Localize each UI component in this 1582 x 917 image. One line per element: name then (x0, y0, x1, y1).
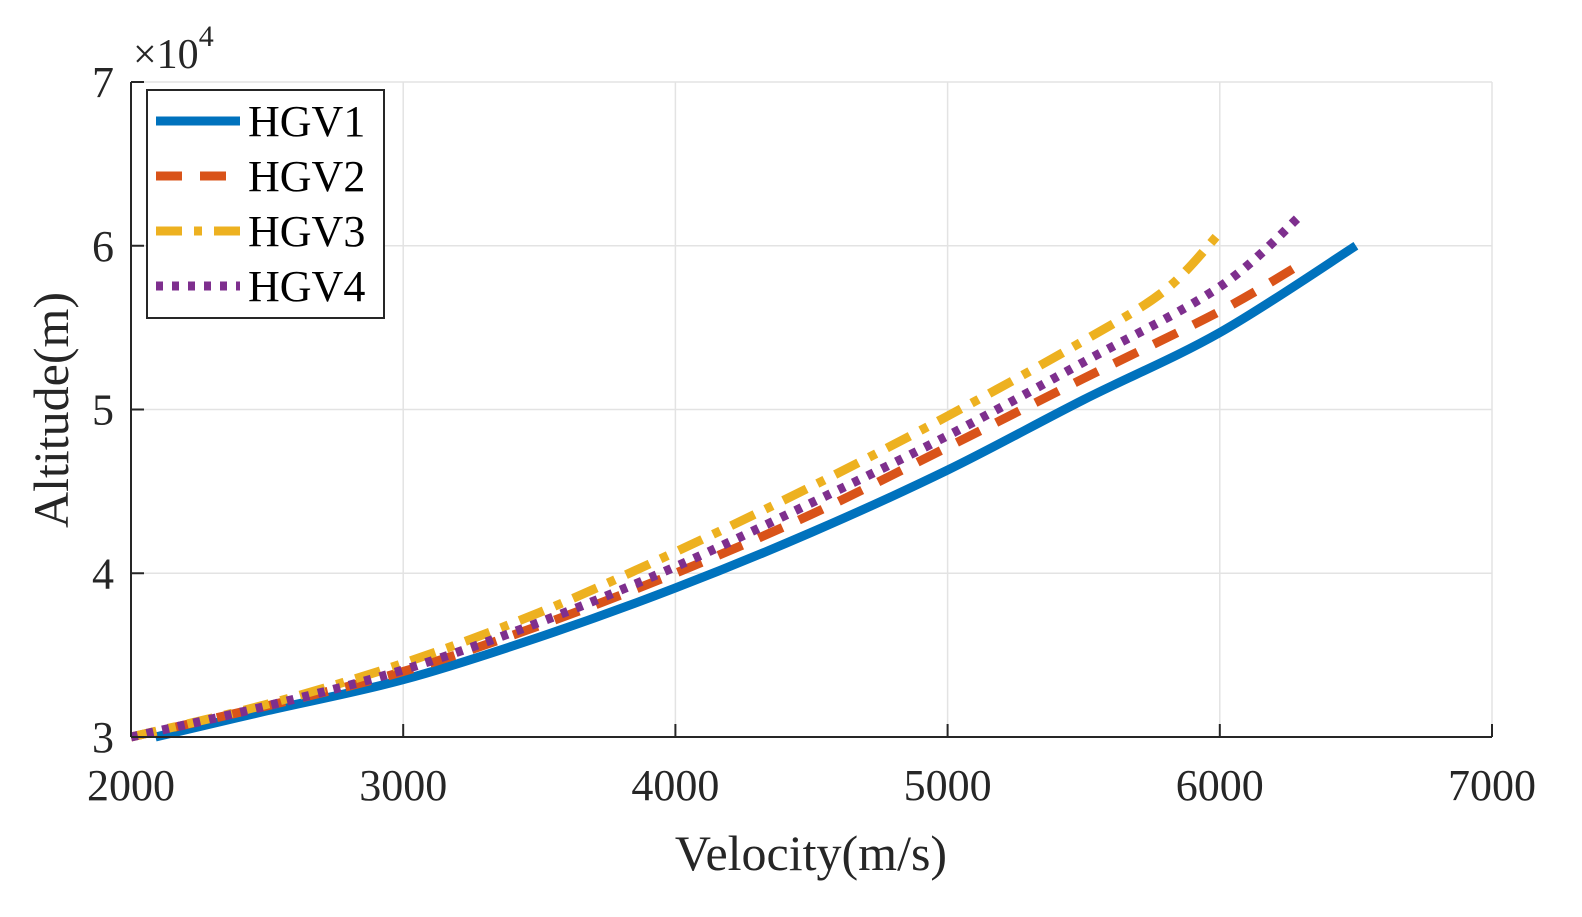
series-line-hgv3 (129, 229, 1224, 742)
y-tick-label: 6 (92, 222, 114, 271)
legend-label: HGV4 (248, 262, 365, 311)
y-tick-label: 7 (92, 58, 114, 107)
legend-box (146, 89, 385, 319)
y-tick-label: 3 (92, 713, 114, 762)
y-exponent-power: 4 (199, 20, 214, 53)
ticks: 2000 3000 4000 5000 6000 7000 3 4 5 6 7 (87, 58, 1536, 810)
y-tick-label: 5 (92, 386, 114, 435)
series-line-hgv2 (129, 259, 1304, 742)
x-tick-label: 5000 (904, 761, 992, 810)
x-axis-label: Velocity(m/s) (675, 825, 947, 881)
legend-label: HGV3 (248, 207, 365, 256)
series-lines (129, 211, 1359, 742)
x-tick-label: 4000 (631, 761, 719, 810)
y-exponent-base: ×10 (133, 32, 199, 78)
x-tick-label: 6000 (1176, 761, 1264, 810)
x-tick-label: 2000 (87, 761, 175, 810)
y-axis-label: Altitude(m) (23, 292, 79, 528)
legend-label: HGV2 (248, 152, 365, 201)
legend: HGV1 HGV2 HGV3 HGV4 (146, 89, 385, 319)
y-tick-label: 4 (92, 549, 114, 598)
x-tick-label: 7000 (1448, 761, 1536, 810)
y-exponent: ×104 (133, 20, 214, 78)
legend-label: HGV1 (248, 97, 365, 146)
series-line-hgv1 (154, 241, 1359, 742)
series-line-hgv4 (129, 211, 1305, 742)
x-tick-label: 3000 (359, 761, 447, 810)
